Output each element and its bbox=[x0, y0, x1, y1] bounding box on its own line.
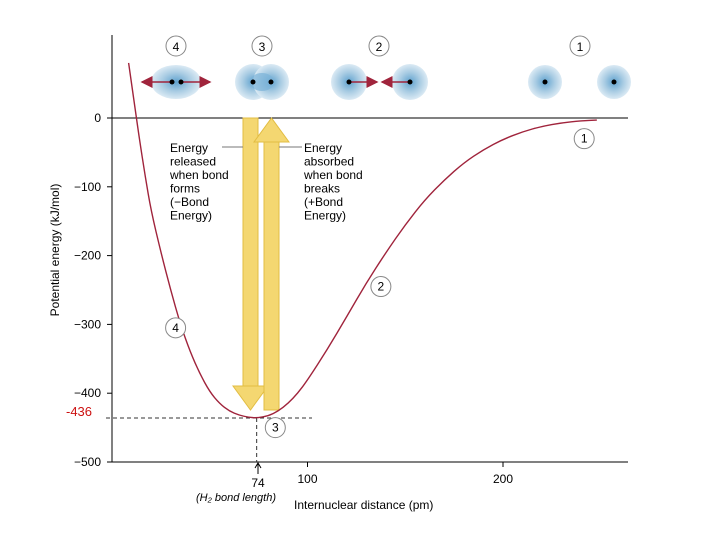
shared-electron-region bbox=[250, 73, 274, 91]
atom-panel-2: 2 bbox=[331, 35, 428, 100]
y-tick-label: −100 bbox=[74, 180, 101, 194]
potential-energy-curve bbox=[127, 62, 597, 419]
energy-absorbed-arrow bbox=[253, 117, 290, 411]
y-tick-label: −200 bbox=[74, 249, 101, 263]
atom-panel-1: 1 bbox=[528, 35, 631, 99]
atom-panel-1-label: 1 bbox=[577, 40, 584, 54]
y-tick-label: −300 bbox=[74, 317, 101, 331]
curve-markers: 1 2 3 4 bbox=[165, 128, 595, 439]
curve-marker-circle bbox=[264, 417, 286, 439]
bond-length-tick-arrow bbox=[254, 462, 262, 474]
atom-panel-3-number bbox=[251, 35, 273, 57]
arrow-text-line: when bond bbox=[169, 168, 229, 182]
atom-panel-1-number bbox=[569, 35, 591, 57]
arrow-text-line: Energy) bbox=[170, 209, 212, 223]
nucleus bbox=[407, 79, 413, 85]
y-tick-label: 0 bbox=[94, 111, 101, 125]
x-ticks: 100 200 bbox=[297, 462, 513, 486]
curve-marker-circle bbox=[573, 128, 595, 150]
arrow-text-line: forms bbox=[170, 182, 200, 196]
atom-panel-3-label: 3 bbox=[259, 40, 266, 54]
atom-panel-3: 3 bbox=[235, 35, 289, 100]
bond-length-note: (H₂ bond length) bbox=[196, 492, 276, 504]
atom-panel-4-number bbox=[165, 35, 187, 57]
atom-panel-4: 4 bbox=[140, 35, 212, 99]
bond-length-value: 74 bbox=[251, 476, 265, 490]
x-tick-label: 200 bbox=[493, 472, 513, 486]
curve-marker-label: 2 bbox=[378, 280, 385, 294]
arrow-text-line: Energy) bbox=[304, 209, 346, 223]
arrow-text-line: (−Bond bbox=[170, 195, 209, 209]
atom-panel-4-label: 4 bbox=[173, 40, 180, 54]
curve-marker-circle bbox=[370, 276, 392, 298]
y-tick-label: −400 bbox=[74, 386, 101, 400]
curve-marker-label: 4 bbox=[172, 321, 179, 335]
atom-panel-2-number bbox=[368, 35, 390, 57]
curve-marker-label: 3 bbox=[272, 421, 279, 435]
nucleus bbox=[178, 79, 184, 85]
nucleus bbox=[346, 79, 352, 85]
arrow-text-line: Energy bbox=[170, 141, 208, 155]
nucleus bbox=[250, 79, 256, 85]
curve-marker-label: 1 bbox=[581, 132, 588, 146]
x-axis-title: Internuclear distance (pm) bbox=[294, 498, 433, 512]
y-tick-label: −500 bbox=[74, 455, 101, 469]
arrow-text-line: when bond bbox=[303, 168, 363, 182]
min-energy-label: -436 bbox=[66, 404, 92, 419]
arrow-text-line: breaks bbox=[304, 182, 340, 196]
x-tick-label: 100 bbox=[297, 472, 317, 486]
electron-cloud bbox=[151, 65, 201, 99]
curve-marker-circle bbox=[165, 317, 187, 339]
y-axis-title: Potential energy (kJ/mol) bbox=[48, 184, 62, 317]
arrow-text-line: (+Bond bbox=[304, 195, 343, 209]
nucleus bbox=[542, 79, 548, 85]
y-ticks: 0 −100 −200 −300 −400 −500 bbox=[74, 111, 112, 469]
energy-released-arrow bbox=[232, 117, 269, 411]
nucleus bbox=[169, 79, 175, 85]
arrow-text-line: released bbox=[170, 155, 216, 169]
arrow-text-line: Energy bbox=[304, 141, 342, 155]
nucleus bbox=[611, 79, 617, 85]
atom-panel-2-label: 2 bbox=[376, 40, 383, 54]
arrow-text-line: absorbed bbox=[304, 155, 354, 169]
nucleus bbox=[268, 79, 274, 85]
